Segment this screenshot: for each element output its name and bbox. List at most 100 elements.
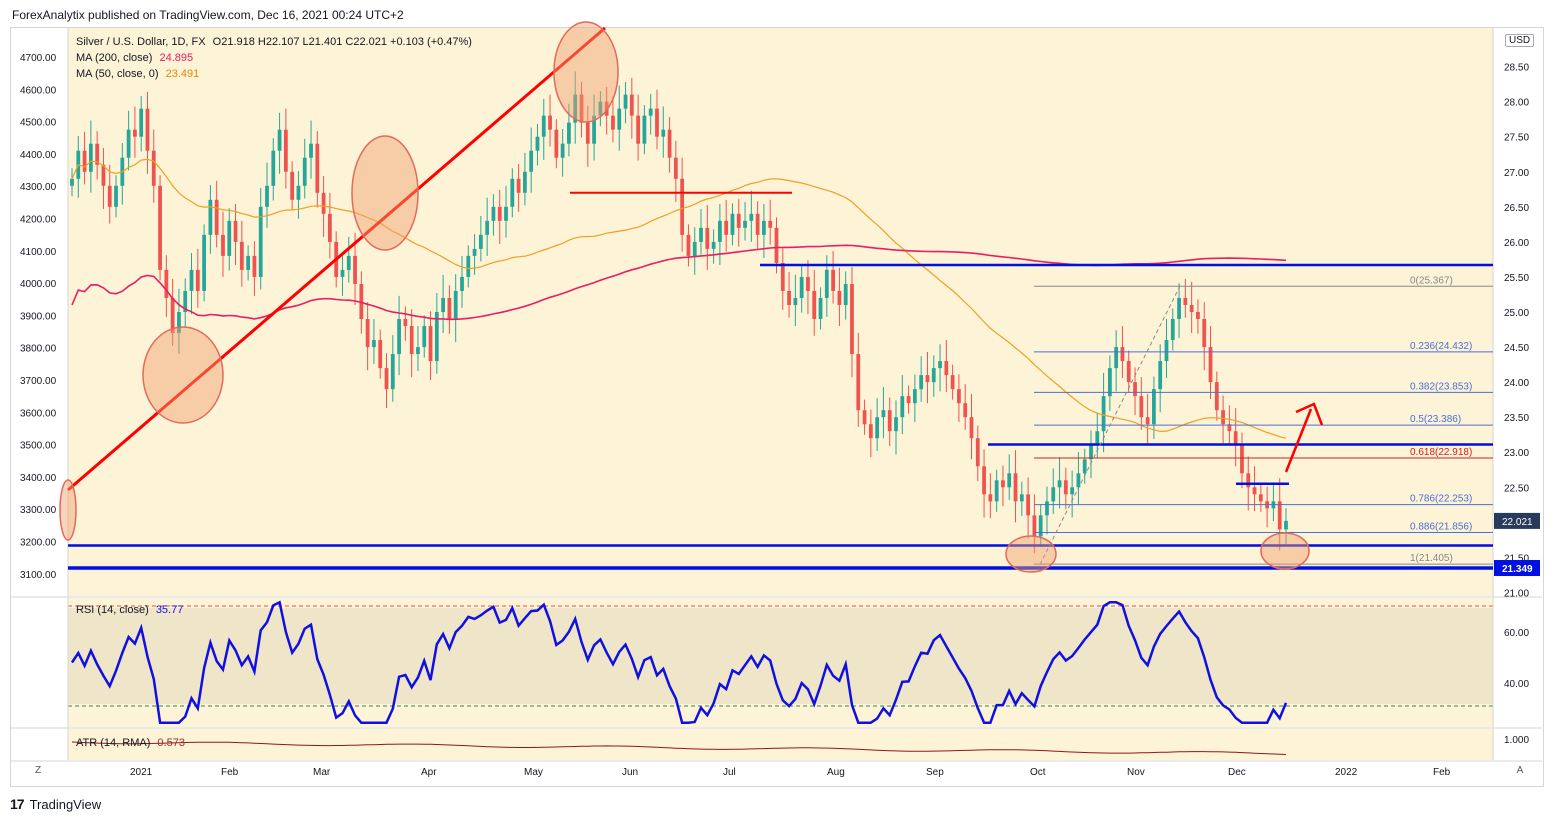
tradingview-mark-icon: 17 bbox=[10, 796, 25, 812]
candle-body bbox=[510, 178, 515, 207]
candle-body bbox=[359, 283, 364, 320]
candle-body bbox=[258, 206, 263, 277]
candle-body bbox=[290, 171, 295, 200]
legend-ma200-row: MA (200, close) 24.895 bbox=[76, 52, 197, 64]
candle-body bbox=[730, 213, 735, 235]
last-price-badge bbox=[1494, 512, 1540, 529]
projection-arrow-head bbox=[1295, 402, 1324, 426]
candle-body bbox=[881, 410, 886, 418]
right-axis-tick: 24.00 bbox=[1504, 378, 1529, 389]
x-axis-tick: Nov bbox=[1127, 767, 1145, 778]
highlight-ellipse bbox=[142, 326, 224, 424]
candle-body bbox=[717, 220, 722, 242]
candle-body bbox=[202, 234, 206, 291]
fib-label: 0.886(21.856) bbox=[1410, 521, 1472, 532]
legend-atr-value: 0.573 bbox=[157, 737, 185, 749]
candle-body bbox=[573, 94, 578, 123]
zoom-button[interactable]: Z bbox=[34, 765, 42, 776]
candle-body bbox=[1158, 361, 1163, 390]
x-axis-tick: Jul bbox=[723, 767, 736, 778]
right-axis-tick: 27.50 bbox=[1504, 133, 1529, 144]
candle-body bbox=[390, 354, 395, 390]
candle-body bbox=[969, 417, 974, 439]
candle-body bbox=[931, 368, 936, 383]
tradingview-logo[interactable]: 17 TradingView bbox=[10, 796, 101, 812]
candle-body bbox=[711, 241, 716, 249]
x-axis-tick: 2021 bbox=[130, 767, 153, 778]
candle-body bbox=[642, 115, 647, 144]
x-axis-tick: Aug bbox=[827, 767, 845, 778]
candle-body bbox=[806, 276, 810, 291]
candle-body bbox=[189, 269, 194, 291]
right-axis-tick: 25.50 bbox=[1504, 273, 1529, 284]
candle-body bbox=[403, 319, 408, 327]
candle-body bbox=[195, 269, 200, 291]
candle-body bbox=[422, 326, 427, 348]
candle-body bbox=[673, 157, 678, 179]
candle-body bbox=[994, 480, 999, 502]
left-axis-tick: 3400.00 bbox=[20, 473, 57, 484]
candle-body bbox=[705, 227, 710, 249]
candle-body bbox=[70, 178, 74, 186]
candle-body bbox=[831, 269, 835, 291]
candle-body bbox=[346, 255, 351, 270]
candle-body bbox=[579, 94, 584, 123]
candle-body bbox=[1214, 382, 1219, 411]
candle-body bbox=[478, 234, 483, 249]
candle-body bbox=[1252, 487, 1257, 495]
legend-ma50-value: 23.491 bbox=[165, 68, 200, 80]
auto-scale-button[interactable]: A bbox=[1516, 765, 1524, 776]
candle-body bbox=[636, 115, 641, 144]
legend-symbol: Silver / U.S. Dollar, 1D, FX bbox=[76, 36, 206, 48]
candle-body bbox=[1095, 431, 1100, 446]
candle-body bbox=[516, 178, 521, 193]
candle-body bbox=[755, 213, 760, 235]
candle-body bbox=[265, 185, 269, 207]
candle-body bbox=[466, 255, 471, 277]
candle-body bbox=[963, 403, 968, 418]
candle-body bbox=[604, 101, 609, 116]
candle-body bbox=[617, 108, 622, 130]
price-panel-bg bbox=[68, 28, 1493, 596]
candle-body bbox=[887, 410, 892, 432]
support-price-label: 21.349 bbox=[1502, 564, 1533, 575]
candle-body bbox=[900, 396, 905, 418]
x-axis-tick: Dec bbox=[1228, 767, 1246, 778]
legend-ma50-label: MA (50, close, 0) bbox=[76, 68, 159, 80]
candle-body bbox=[409, 326, 414, 355]
candle-body bbox=[1076, 473, 1081, 488]
right-axis-tick: 21.00 bbox=[1504, 588, 1529, 599]
legend-ma200-value: 24.895 bbox=[159, 52, 194, 64]
candle-body bbox=[302, 157, 307, 186]
fib-label: 0.786(22.253) bbox=[1410, 494, 1472, 505]
candle-body bbox=[1082, 459, 1087, 474]
support-price-badge bbox=[1494, 560, 1540, 577]
candle-body bbox=[1145, 417, 1150, 425]
candle-body bbox=[1045, 501, 1049, 516]
candle-body bbox=[523, 171, 527, 193]
atr-line bbox=[71, 741, 1287, 755]
candle-body bbox=[567, 122, 571, 144]
fib-label: 1(21.405) bbox=[1410, 553, 1453, 564]
candle-body bbox=[1221, 410, 1225, 425]
candle-body bbox=[843, 283, 848, 305]
left-axis-tick: 3500.00 bbox=[20, 441, 57, 452]
left-axis-tick: 4200.00 bbox=[20, 215, 57, 226]
candle-body bbox=[1246, 473, 1251, 488]
candle-body bbox=[485, 220, 490, 235]
candle-body bbox=[598, 101, 603, 116]
left-axis-tick: 3100.00 bbox=[20, 570, 57, 581]
currency-button[interactable]: USD bbox=[1505, 34, 1535, 47]
left-axis-tick: 4400.00 bbox=[20, 150, 57, 161]
candle-body bbox=[145, 108, 150, 151]
candle-body bbox=[1026, 494, 1030, 516]
candle-body bbox=[1001, 480, 1005, 488]
candle-body bbox=[170, 297, 175, 334]
candle-body bbox=[416, 347, 420, 355]
candle-body bbox=[441, 297, 446, 312]
candle-body bbox=[491, 206, 496, 221]
candle-body bbox=[799, 276, 804, 298]
candle-body bbox=[868, 424, 873, 439]
candle-body bbox=[1170, 319, 1175, 341]
